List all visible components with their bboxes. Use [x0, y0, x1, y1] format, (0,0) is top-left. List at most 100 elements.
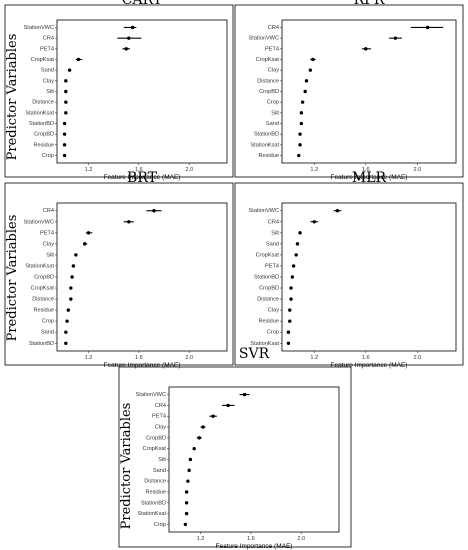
- category-label: Clay: [43, 241, 54, 247]
- importance-point: [187, 468, 191, 473]
- importance-point: [188, 457, 193, 462]
- category-label: CropKsat: [31, 57, 55, 63]
- chart-title: RFR: [354, 0, 385, 8]
- panel-border: [118, 366, 352, 548]
- importance-point: [298, 231, 302, 235]
- panel-border: [4, 182, 234, 366]
- importance-point: [289, 286, 293, 290]
- importance-point: [70, 275, 74, 279]
- x-tick-label: 1.6: [135, 167, 143, 173]
- y-axis-label: Predictor Variables: [5, 215, 20, 342]
- category-label: Silt: [158, 457, 166, 463]
- importance-point: [295, 242, 300, 246]
- category-label: Crop: [42, 319, 54, 325]
- chart-title: SVR: [239, 346, 270, 362]
- category-label: CR4: [268, 25, 279, 31]
- category-label: CR4: [155, 403, 166, 409]
- y-axis-label: Predictor Variables: [119, 403, 134, 530]
- category-label: StationVWC: [249, 36, 279, 42]
- category-label: Silt: [271, 110, 279, 116]
- category-label: Distance: [257, 297, 279, 303]
- importance-point: [364, 47, 368, 51]
- importance-point: [297, 153, 301, 158]
- category-label: Sand: [266, 121, 279, 127]
- importance-point: [288, 319, 292, 323]
- panel-border: [234, 4, 464, 178]
- importance-point: [286, 330, 291, 334]
- importance-point: [62, 121, 67, 126]
- chart-title: CART: [122, 0, 163, 8]
- importance-point: [71, 264, 76, 268]
- x-tick-label: 2.0: [185, 167, 193, 173]
- importance-point: [64, 89, 68, 94]
- importance-point: [298, 143, 302, 147]
- category-label: Sand: [41, 330, 54, 336]
- x-tick-label: 1.2: [197, 536, 205, 542]
- importance-point: [130, 25, 135, 30]
- x-tick-label: 1.6: [135, 355, 143, 361]
- category-label: StationKsat: [25, 110, 54, 116]
- category-label: Residue: [258, 153, 279, 159]
- category-label: CropBD: [259, 286, 279, 292]
- chart-title: MLR: [352, 170, 387, 186]
- category-label: CropKsat: [143, 446, 167, 452]
- category-label: PET4: [265, 263, 279, 269]
- category-label: Crop: [267, 330, 279, 336]
- importance-point: [69, 286, 73, 290]
- importance-point: [304, 79, 309, 83]
- category-label: Clay: [43, 78, 54, 84]
- x-tick-label: 1.6: [362, 167, 370, 173]
- importance-point: [184, 501, 189, 505]
- importance-point: [83, 242, 87, 246]
- importance-point: [308, 68, 313, 72]
- x-tick-label: 2.0: [297, 536, 305, 542]
- x-axis-label: Feature Importance (MAE): [331, 174, 408, 181]
- importance-point: [289, 297, 293, 301]
- category-label: StationKsat: [137, 511, 166, 517]
- x-tick-label: 1.6: [247, 536, 255, 542]
- category-label: CropKsat: [256, 252, 280, 258]
- category-label: CropBD: [34, 274, 54, 280]
- category-label: Sand: [266, 241, 279, 247]
- plot-area: [281, 19, 457, 164]
- importance-point: [67, 68, 72, 72]
- importance-point: [69, 297, 73, 301]
- category-label: StationBD: [254, 274, 279, 280]
- category-label: CropBD: [34, 132, 54, 138]
- x-tick-label: 2.0: [185, 355, 193, 361]
- category-label: PET4: [40, 46, 54, 52]
- importance-point: [393, 36, 398, 40]
- category-label: StationVWC: [249, 208, 279, 214]
- panel-border: [234, 182, 464, 366]
- importance-point: [186, 479, 190, 483]
- importance-point: [197, 436, 201, 440]
- importance-point: [65, 319, 69, 323]
- category-label: CropKsat: [256, 57, 280, 63]
- category-label: Distance: [144, 479, 166, 485]
- importance-point: [184, 511, 189, 516]
- category-label: Residue: [33, 308, 54, 314]
- panel-brt: BRT 1.2 1.6 2.0 Feature Importance (MAE) CR4 S…: [4, 170, 234, 369]
- x-tick-label: 1.6: [362, 355, 370, 361]
- category-label: Crop: [267, 100, 279, 106]
- importance-point: [299, 121, 304, 126]
- category-label: StationKsat: [25, 263, 54, 269]
- panel-mlr: MLR 1.2 1.6 2.0 Feature Importance (MAE) Stat…: [234, 170, 464, 369]
- x-axis-label: Feature Importance (MAE): [331, 362, 408, 369]
- category-label: Silt: [46, 89, 54, 95]
- category-label: CropKsat: [31, 286, 55, 292]
- importance-point: [64, 330, 68, 334]
- importance-point: [335, 209, 340, 213]
- importance-point: [127, 36, 131, 40]
- panel-border: [4, 4, 234, 178]
- importance-point: [64, 111, 68, 115]
- x-tick-label: 1.2: [310, 355, 318, 361]
- category-label: StationVWC: [136, 392, 166, 398]
- category-label: Sand: [41, 68, 54, 74]
- importance-point: [311, 57, 315, 62]
- importance-point: [425, 25, 430, 30]
- plot-area: [56, 202, 228, 352]
- importance-point: [201, 425, 205, 429]
- importance-point: [74, 253, 78, 257]
- x-axis-label: Feature Importance (MAE): [216, 543, 293, 550]
